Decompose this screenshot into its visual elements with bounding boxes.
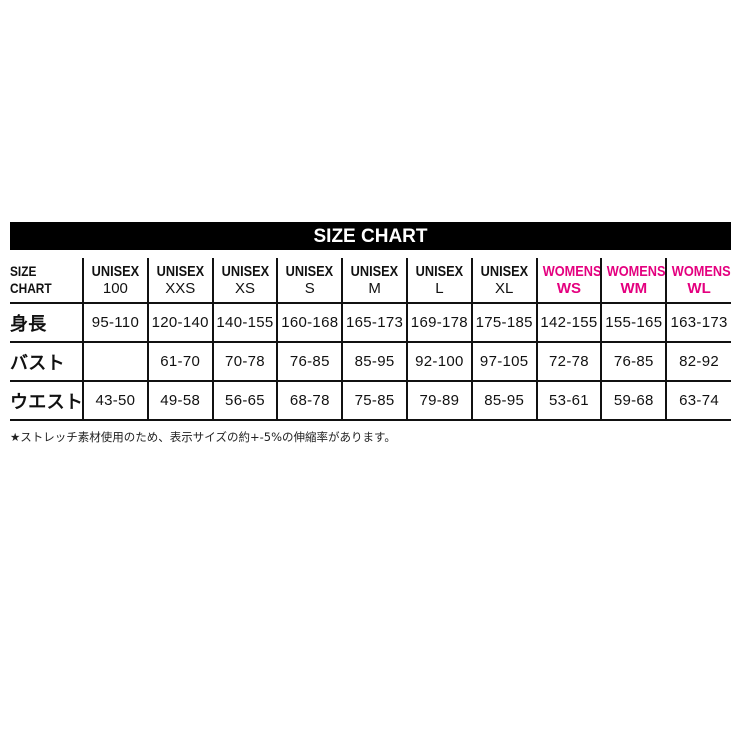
table-cell: 76-85: [600, 342, 667, 382]
row-label: 身長: [10, 303, 83, 343]
table-row: ウエスト 43-50 49-58 56-65 68-78 75-85 79-89 85-95 5…: [10, 381, 731, 421]
size-code: L: [435, 280, 444, 297]
table-cell: 142-155: [535, 303, 602, 343]
table-cell: 85-95: [341, 342, 407, 382]
size-category: WOMENS: [671, 263, 731, 280]
size-column-header: UNISEX S: [276, 258, 343, 304]
footnote: ★ストレッチ素材使用のため、表示サイズの約+-5%の伸縮率があります。: [10, 430, 396, 444]
table-cell: 175-185: [470, 303, 537, 343]
table-row: バスト 61-70 70-78 76-85 85-95 92-100 97-105 72-78…: [10, 342, 731, 382]
table-cell: 165-173: [341, 303, 407, 343]
table-cell: 59-68: [600, 381, 667, 421]
size-column-header: UNISEX XS: [211, 258, 278, 304]
table-cell: 85-95: [470, 381, 537, 421]
table-cell: 95-110: [82, 303, 148, 343]
size-category: UNISEX: [480, 263, 528, 280]
row-label: バスト: [10, 342, 83, 382]
size-category: UNISEX: [286, 263, 334, 280]
size-code: M: [368, 280, 381, 297]
table-cell: 140-155: [211, 303, 278, 343]
table-cell: 82-92: [665, 342, 731, 382]
size-code: S: [304, 280, 315, 297]
table-cell: 92-100: [405, 342, 472, 382]
size-category: UNISEX: [350, 263, 399, 280]
table-cell: [82, 342, 148, 382]
size-code: XL: [495, 280, 514, 297]
size-chart-title: SIZE CHART: [10, 222, 731, 250]
size-column-header: WOMENS WS: [535, 258, 602, 304]
size-code: WS: [556, 280, 582, 297]
table-cell: 72-78: [535, 342, 602, 382]
size-column-header: UNISEX XL: [470, 258, 537, 304]
size-category: WOMENS: [607, 263, 666, 280]
size-column-header: UNISEX XXS: [146, 258, 213, 304]
table-cell: 79-89: [405, 381, 472, 421]
table-cell: 43-50: [82, 381, 148, 421]
table-row: 身長 95-110 120-140 140-155 160-168 165-173 169-…: [10, 303, 731, 343]
table-cell: 169-178: [405, 303, 472, 343]
table-cell: 155-165: [600, 303, 667, 343]
size-category: UNISEX: [221, 263, 269, 280]
table-cell: 76-85: [276, 342, 343, 382]
size-column-header: UNISEX L: [405, 258, 472, 304]
table-cell: 70-78: [211, 342, 278, 382]
table-cell: 53-61: [535, 381, 602, 421]
size-chart-table: SIZE CHART UNISEX 100 UNISEX XXS UNISEX XS UNISE…: [10, 258, 731, 421]
table-cell: 49-58: [146, 381, 213, 421]
table-cell: 56-65: [211, 381, 278, 421]
size-code: XXS: [165, 280, 196, 297]
size-category: UNISEX: [91, 263, 140, 280]
size-category: WOMENS: [542, 263, 602, 280]
size-code: 100: [102, 280, 128, 297]
corner-label: SIZE CHART: [10, 258, 83, 304]
size-column-header: UNISEX 100: [82, 258, 148, 304]
table-cell: 75-85: [341, 381, 407, 421]
header-row: SIZE CHART UNISEX 100 UNISEX XXS UNISEX XS UNISE…: [10, 258, 731, 304]
table-cell: 61-70: [146, 342, 213, 382]
row-label: ウエスト: [10, 381, 83, 421]
size-column-header: UNISEX M: [341, 258, 407, 304]
table-cell: 97-105: [470, 342, 537, 382]
table-cell: 63-74: [665, 381, 731, 421]
table-cell: 68-78: [276, 381, 343, 421]
table-cell: 163-173: [665, 303, 731, 343]
size-code: WM: [620, 280, 648, 297]
corner-label-line1: SIZE: [10, 263, 37, 279]
table-cell: 160-168: [276, 303, 343, 343]
size-code: WL: [687, 280, 711, 297]
size-category: UNISEX: [415, 263, 464, 280]
table-cell: 120-140: [146, 303, 213, 343]
size-column-header: WOMENS WM: [600, 258, 667, 304]
size-code: XS: [234, 280, 255, 297]
size-column-header: WOMENS WL: [665, 258, 731, 304]
size-category: UNISEX: [156, 263, 204, 280]
corner-label-line2: CHART: [10, 280, 52, 296]
